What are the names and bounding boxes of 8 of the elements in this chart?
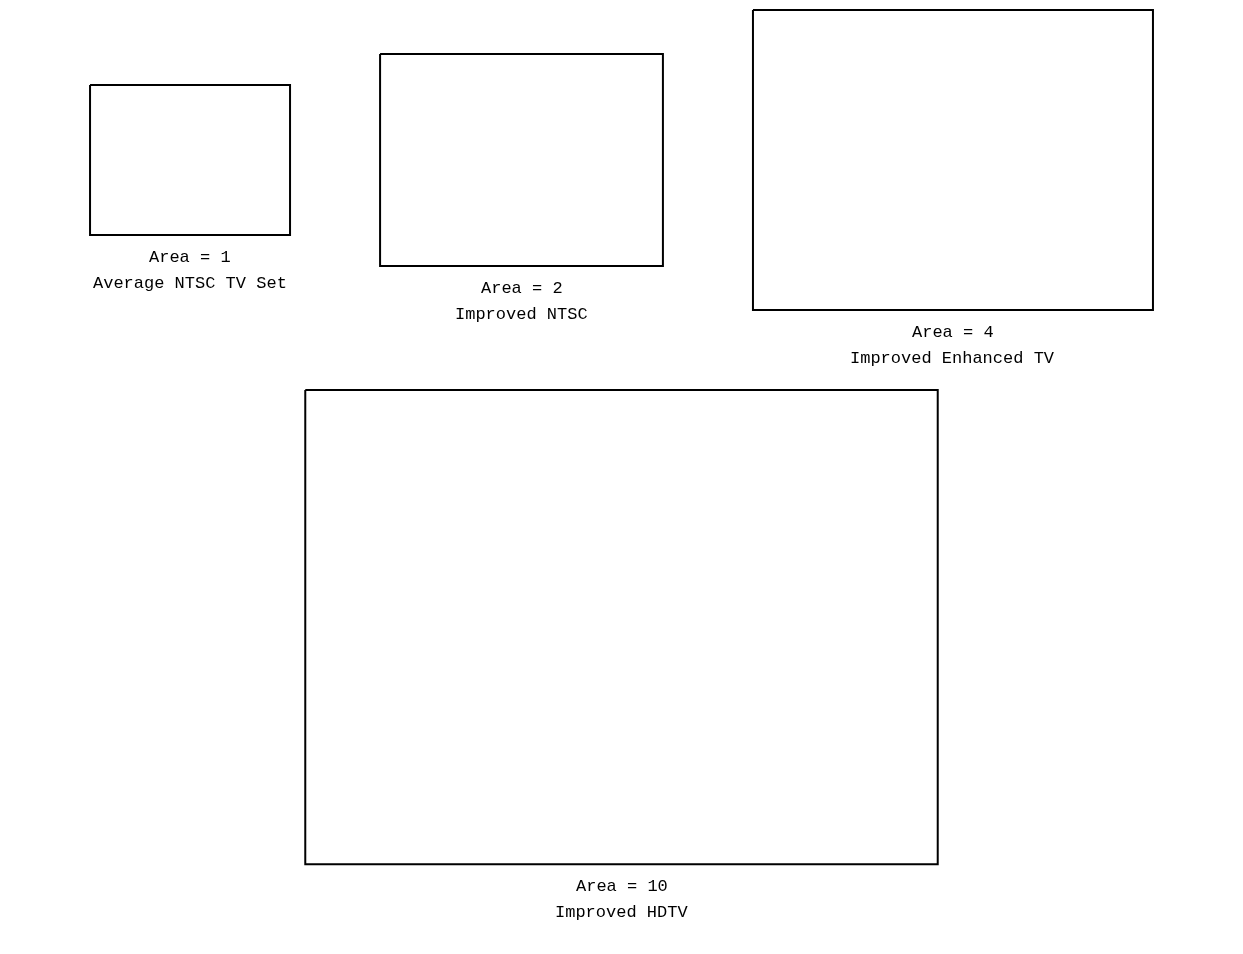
category-label: Average NTSC TV Set xyxy=(93,274,287,293)
category-label: Improved Enhanced TV xyxy=(850,349,1055,368)
data-label: Area = 4 xyxy=(912,323,994,342)
data-label: Area = 2 xyxy=(481,279,563,298)
category-label: Improved NTSC xyxy=(455,305,588,324)
category-label: Improved HDTV xyxy=(555,903,689,922)
data-label: Area = 1 xyxy=(149,248,231,267)
data-label: Area = 10 xyxy=(576,877,668,896)
